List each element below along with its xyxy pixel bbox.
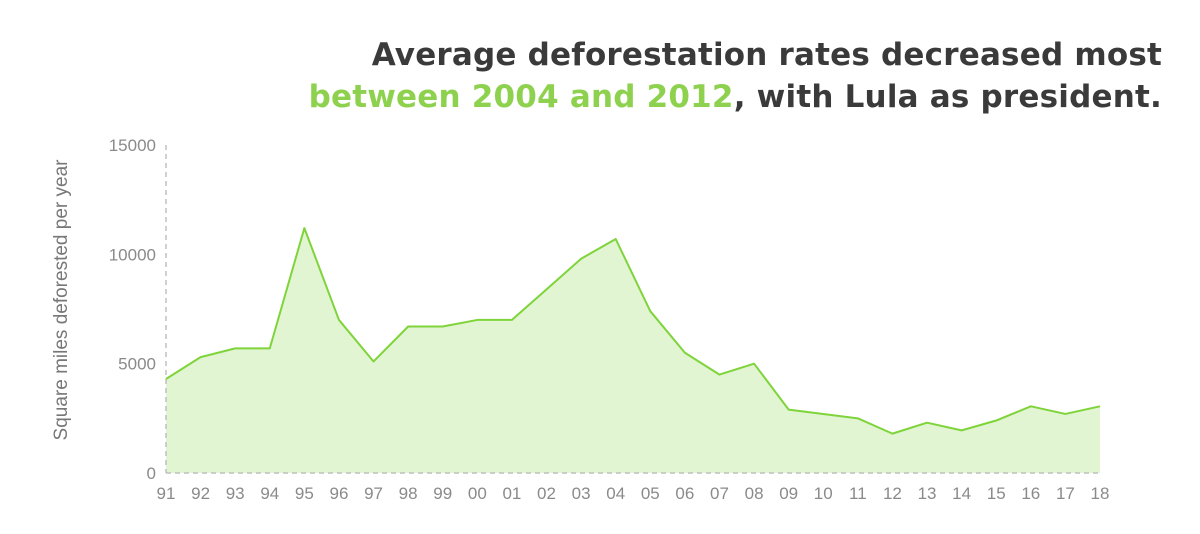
y-tick-label: 15000 — [109, 136, 156, 155]
x-tick-label: 02 — [537, 484, 556, 503]
x-tick-label: 08 — [745, 484, 764, 503]
x-tick-label: 11 — [849, 484, 867, 503]
x-tick-label: 05 — [641, 484, 660, 503]
x-tick-label: 91 — [157, 484, 176, 503]
x-tick-label: 96 — [330, 484, 349, 503]
series-line — [165, 227, 1101, 435]
x-tick-label: 92 — [191, 484, 210, 503]
title-line-1: Average deforestation rates decreased mo… — [371, 37, 1162, 73]
x-tick-label: 17 — [1056, 484, 1075, 503]
x-tick-label: 03 — [572, 484, 591, 503]
area-fill — [166, 228, 1100, 473]
x-tick-label: 98 — [399, 484, 418, 503]
x-tick-label: 16 — [1021, 484, 1040, 503]
title-highlight: between 2004 and 2012 — [308, 79, 734, 115]
x-tick-label: 94 — [260, 484, 279, 503]
x-tick-label: 12 — [883, 484, 902, 503]
x-tick-label: 95 — [295, 484, 314, 503]
title-line-2-rest: , with Lula as president. — [733, 79, 1162, 115]
x-tick-label: 06 — [675, 484, 694, 503]
x-tick-label: 07 — [710, 484, 729, 503]
x-tick-label: 04 — [606, 484, 625, 503]
x-tick-label: 99 — [433, 484, 452, 503]
x-tick-label: 13 — [918, 484, 937, 503]
plot-area: 0 5000 10000 15000 91 92 93 94 95 96 97 98 99 00 01 02 0… — [109, 136, 1110, 503]
x-tick-label: 18 — [1091, 484, 1110, 503]
x-tick-label: 15 — [987, 484, 1006, 503]
x-tick-label: 09 — [779, 484, 798, 503]
x-tick-label: 93 — [226, 484, 245, 503]
x-tick-label: 10 — [814, 484, 833, 503]
y-tick-label: 10000 — [109, 245, 156, 264]
y-tick-label: 0 — [147, 464, 156, 483]
x-tick-label: 97 — [364, 484, 383, 503]
x-tick-label: 14 — [952, 484, 971, 503]
x-tick-label: 01 — [502, 484, 521, 503]
chart-title: Average deforestation rates decreased mo… — [309, 34, 1162, 118]
title-line-2: between 2004 and 2012, with Lula as pres… — [309, 76, 1162, 118]
y-tick-label: 5000 — [118, 355, 156, 374]
x-tick-label: 00 — [468, 484, 487, 503]
